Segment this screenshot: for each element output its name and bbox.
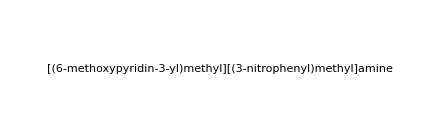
Text: [(6-methoxypyridin-3-yl)methyl][(3-nitrophenyl)methyl]amine: [(6-methoxypyridin-3-yl)methyl][(3-nitro… xyxy=(47,64,393,74)
